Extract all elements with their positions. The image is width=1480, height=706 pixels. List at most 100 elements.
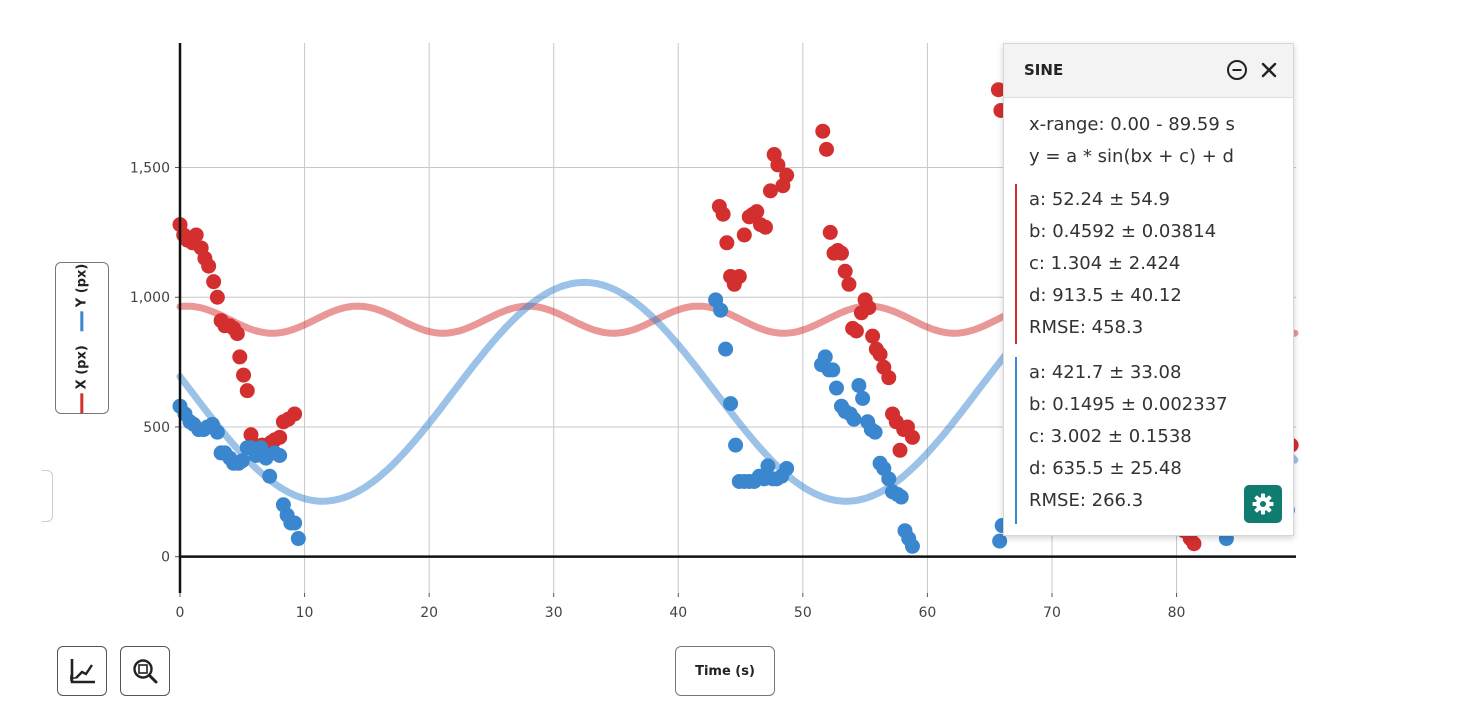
series-x [172,82,1299,552]
fit-group-x-bar [1015,184,1017,344]
data-point [770,157,786,173]
y-axis-label-button[interactable]: X (px) Y (px) [55,262,109,414]
close-icon[interactable] [1258,59,1280,81]
fit-x-d: d: 913.5 ± 40.12 [1029,285,1182,306]
data-point [757,219,773,235]
fit-x-a: a: 52.24 ± 54.9 [1029,189,1170,210]
data-point [779,167,795,183]
y-label-x-series: X (px) [75,345,90,413]
data-point [718,341,734,357]
data-point [723,396,739,412]
series-y [172,292,1295,554]
data-point [779,460,795,476]
data-point [236,367,252,383]
data-point [209,424,225,440]
fit-settings-button[interactable] [1244,485,1282,523]
data-point [232,349,248,365]
data-point [1186,536,1202,552]
x-tick-label: 60 [918,605,936,621]
fit-y-b: b: 0.1495 ± 0.002337 [1029,394,1228,415]
x-axis-label-button[interactable]: Time (s) [675,646,775,696]
x-tick-label: 40 [669,605,687,621]
data-point [287,406,303,422]
data-point [851,377,867,393]
data-point [234,453,250,469]
data-point [728,437,744,453]
minus-circle-icon[interactable] [1226,59,1248,81]
x-tick-label: 0 [176,605,185,621]
x-series-swatch [80,392,84,413]
axes [175,43,1296,597]
data-point [848,323,864,339]
data-point [736,227,752,243]
y-series-swatch [80,310,84,331]
x-tick-label: 30 [545,605,563,621]
fit-group-y-bar [1015,357,1017,524]
data-point [828,380,844,396]
data-point [893,489,909,505]
fit-x-c: c: 1.304 ± 2.424 [1029,253,1181,274]
data-point [229,326,245,342]
data-point [881,370,897,386]
zoom-fit-icon [133,659,158,684]
data-point [861,300,877,316]
fit-y-a: a: 421.7 ± 33.08 [1029,362,1182,383]
data-point [904,538,920,554]
data-point [731,268,747,284]
data-point [837,263,853,279]
x-tick-label: 50 [794,605,812,621]
data-point [749,204,765,220]
zoom-fit-button[interactable] [120,646,170,696]
data-point [715,206,731,222]
data-point [262,468,278,484]
y-tick-label: 1,500 [130,161,170,177]
data-point [201,258,217,274]
y-label-x-text: X (px) [74,344,90,389]
data-point [719,235,735,251]
data-point [209,289,225,305]
x-axis-label: Time (s) [695,663,755,679]
fit-x-b: b: 0.4592 ± 0.03814 [1029,221,1217,242]
fit-x-range: x-range: 0.00 - 89.59 s [1029,114,1235,135]
fit-panel-title: SINE [1024,61,1064,79]
data-point [846,411,862,427]
data-point [841,276,857,292]
data-point [904,429,920,445]
data-point [188,227,204,243]
curve-fit-icon [70,659,95,684]
data-point [855,390,871,406]
gear-icon [1252,493,1274,515]
y-tick-label: 500 [143,420,170,436]
curve-fit-panel: SINE x-range: 0.00 - 89.59 s y = a * sin… [1003,43,1294,536]
x-tick-label: 80 [1168,605,1186,621]
data-point [872,346,888,362]
data-point [867,424,883,440]
fit-equation: y = a * sin(bx + c) + d [1029,146,1234,167]
y-tick-label: 1,000 [130,290,170,306]
fit-y-d: d: 635.5 ± 25.48 [1029,458,1182,479]
data-point [762,183,778,199]
y-tick-label: 0 [161,550,170,566]
data-points [172,82,1299,554]
x-tick-label: 10 [296,605,314,621]
data-point [290,531,306,547]
x-tick-label: 20 [420,605,438,621]
data-point [760,458,776,474]
data-point [815,123,831,139]
y-label-y-series: Y (px) [75,263,90,331]
data-point [819,141,835,157]
data-point [272,429,288,445]
y-label-y-text: Y (px) [74,263,90,307]
data-point [817,349,833,365]
fit-y-c: c: 3.002 ± 0.1538 [1029,426,1192,447]
data-point [990,82,1006,98]
data-point [287,515,303,531]
data-point [713,302,729,318]
data-point [992,533,1008,549]
fit-x-rmse: RMSE: 458.3 [1029,317,1144,338]
curve-fit-button[interactable] [57,646,107,696]
side-panel-tab[interactable] [42,470,53,522]
data-point [206,274,222,290]
data-point [881,471,897,487]
